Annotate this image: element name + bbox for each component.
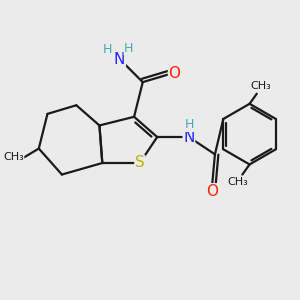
Text: N: N bbox=[183, 130, 195, 145]
Text: H: H bbox=[124, 42, 134, 55]
Text: CH₃: CH₃ bbox=[251, 82, 272, 92]
Text: O: O bbox=[169, 66, 181, 81]
Text: S: S bbox=[135, 155, 145, 170]
Text: H: H bbox=[103, 43, 112, 56]
Text: N: N bbox=[114, 52, 125, 67]
Text: CH₃: CH₃ bbox=[228, 177, 248, 187]
Text: H: H bbox=[184, 118, 194, 131]
Text: O: O bbox=[206, 184, 218, 199]
Text: CH₃: CH₃ bbox=[3, 152, 24, 162]
